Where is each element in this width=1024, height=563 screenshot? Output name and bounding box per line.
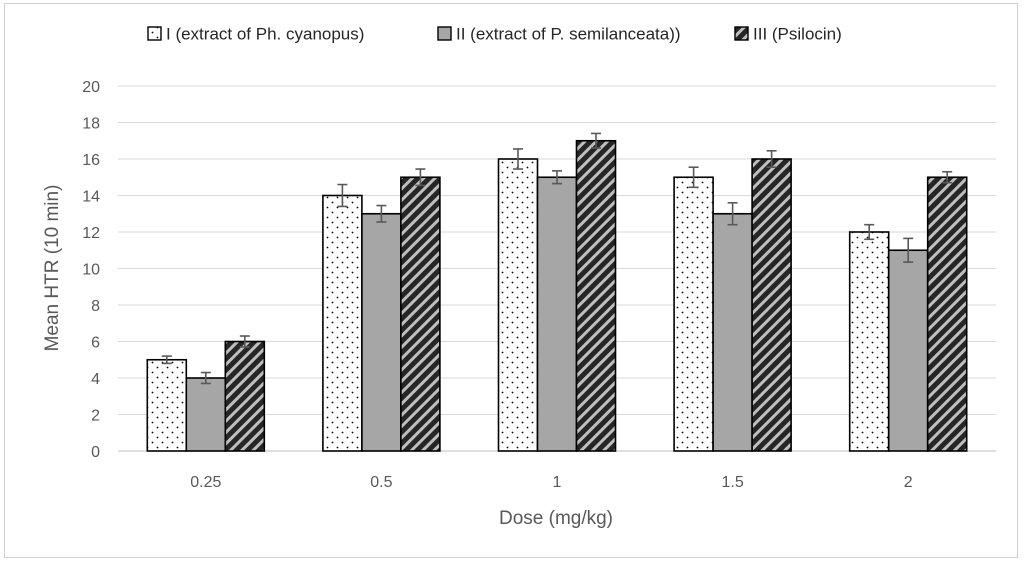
legend-swatch: [147, 26, 162, 41]
bar-s2-1.5: [712, 212, 753, 452]
error-bar: [688, 166, 699, 189]
y-tick-label: 6: [91, 335, 100, 352]
legend-label: I (extract of Ph. cyanopus): [166, 25, 364, 44]
error-bar: [415, 168, 426, 187]
error-bar: [337, 183, 348, 208]
legend: I (extract of Ph. cyanopus) II (extract o…: [147, 25, 842, 44]
y-tick-label: 10: [82, 262, 100, 279]
y-tick-label: 2: [91, 408, 100, 425]
bar-s1-2: [848, 231, 890, 452]
bar-s1-0.25: [146, 358, 188, 452]
y-tick-label: 4: [91, 371, 100, 388]
legend-label: III (Psilocin): [753, 25, 842, 44]
bar-s3-0.25: [224, 340, 266, 452]
error-bar: [552, 170, 562, 185]
legend-swatch: [734, 26, 749, 41]
x-tick-label: 1: [553, 474, 562, 491]
x-axis-title: Dose (mg/kg): [499, 508, 613, 529]
bar-s1-0.5: [322, 194, 363, 452]
bar-s2-1: [536, 176, 578, 452]
error-bar: [200, 371, 211, 385]
x-tick-label: 2: [904, 474, 913, 491]
legend-entry-2: II (extract of P. semilanceata)): [437, 25, 681, 44]
x-axis-ticks: 0.25 0.5 1 1.5 2: [190, 474, 913, 491]
y-tick-label: 14: [82, 189, 100, 206]
error-bar: [942, 170, 953, 184]
y-tick-label: 20: [82, 79, 100, 96]
error-bars: [161, 132, 953, 385]
bar-s2-0.25: [185, 377, 227, 452]
bar-s2-0.5: [361, 212, 402, 452]
x-tick-label: 1.5: [721, 474, 743, 491]
y-tick-label: 16: [82, 152, 100, 169]
y-tick-label: 12: [82, 225, 100, 242]
x-tick-label: 0.5: [370, 474, 392, 491]
bar-s3-0.5: [400, 176, 441, 452]
bar-s2-2: [887, 249, 929, 452]
legend-entry-3: III (Psilocin): [734, 25, 842, 44]
bars: [146, 139, 968, 452]
legend-swatch: [437, 26, 452, 41]
error-bar: [239, 335, 250, 348]
bar-s1-1: [497, 158, 539, 452]
y-tick-label: 8: [91, 298, 100, 315]
y-axis-title: Mean HTR (10 min): [42, 185, 63, 352]
error-bar: [376, 204, 387, 223]
bar-s3-1.5: [751, 158, 792, 452]
error-bar: [513, 148, 523, 170]
error-bar: [161, 355, 172, 365]
y-tick-label: 0: [91, 444, 100, 461]
bar-s1-1.5: [673, 176, 714, 452]
bar-s3-1: [575, 139, 617, 452]
error-bar: [727, 202, 738, 226]
x-tick-label: 0.25: [190, 474, 221, 491]
error-bar: [766, 149, 777, 169]
legend-entry-1: I (extract of Ph. cyanopus): [147, 25, 364, 44]
y-axis-ticks: 0 2 4 6 8 10 12 14 16 18 20: [82, 79, 100, 461]
bar-s3-2: [926, 176, 968, 452]
legend-label: II (extract of P. semilanceata)): [456, 25, 681, 44]
error-bar: [591, 132, 601, 149]
y-tick-label: 18: [82, 116, 100, 133]
error-bar: [903, 237, 914, 263]
error-bar: [864, 223, 875, 241]
